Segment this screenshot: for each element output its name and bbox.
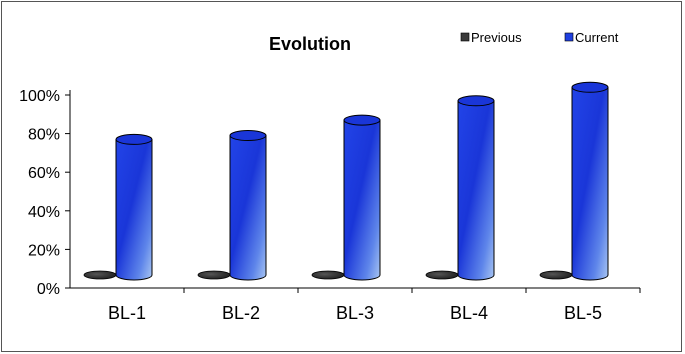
bar-previous	[197, 270, 231, 280]
bar-current	[229, 130, 267, 281]
y-tick-label: 0%	[37, 281, 60, 298]
bar-current	[343, 114, 381, 281]
bar-current	[115, 133, 153, 281]
bar-current	[571, 81, 609, 281]
y-tick-label: 60%	[28, 165, 60, 182]
chart-title: Evolution	[269, 34, 351, 54]
y-tick-label: 40%	[28, 204, 60, 221]
bar-previous	[425, 270, 459, 280]
legend: Previous Current	[460, 30, 619, 45]
bars	[83, 81, 609, 281]
y-tick-label: 20%	[28, 242, 60, 259]
y-tick-label: 80%	[28, 127, 60, 144]
bar-current	[457, 95, 495, 281]
y-axis-ticks: 0% 20% 40% 60% 80% 100%	[19, 88, 70, 298]
bar-previous	[539, 270, 573, 280]
y-tick-label: 100%	[19, 88, 60, 105]
bar-previous	[311, 270, 345, 280]
legend-swatch-current	[564, 32, 574, 42]
legend-label-current: Current	[575, 30, 619, 45]
x-tick-label: BL-4	[450, 303, 488, 323]
x-tick-label: BL-2	[222, 303, 260, 323]
x-axis-ticks: BL-1 BL-2 BL-3 BL-4 BL-5	[108, 288, 641, 323]
x-tick-label: BL-5	[564, 303, 602, 323]
bar-previous	[83, 270, 117, 280]
legend-swatch-previous	[460, 32, 470, 42]
x-tick-label: BL-1	[108, 303, 146, 323]
legend-label-previous: Previous	[471, 30, 522, 45]
x-tick-label: BL-3	[336, 303, 374, 323]
